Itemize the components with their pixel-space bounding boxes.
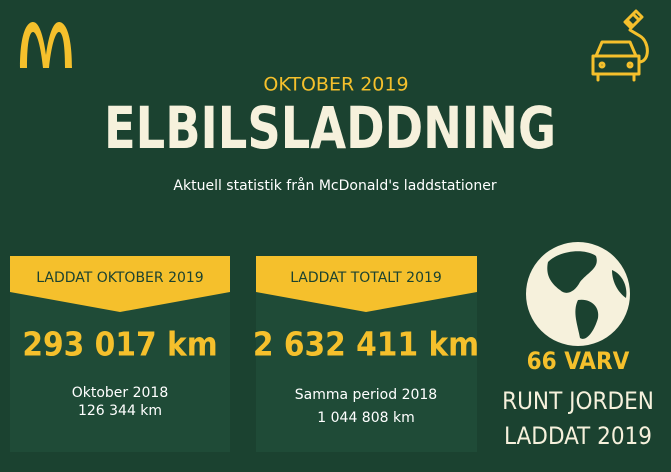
ev-icon: [591, 9, 649, 82]
globe-line: LADDAT 2019: [504, 422, 652, 450]
card-value: 293 017 km: [22, 325, 217, 364]
title: ELBILSLADDNING: [104, 94, 556, 162]
globe-highlight: 66 VARV: [527, 347, 630, 375]
compare-label: Samma period 2018: [295, 387, 437, 403]
card-value: 2 632 411 km: [253, 325, 479, 364]
card: LADDAT OKTOBER 2019 293 017 km Oktober 2…: [10, 256, 230, 452]
compare-label: Oktober 2018: [72, 385, 169, 401]
card-banner: [256, 256, 477, 312]
subtitle: Aktuell statistik från McDonald's laddst…: [173, 177, 496, 194]
globe-line: RUNT JORDEN: [502, 387, 654, 415]
compare-value: 126 344 km: [78, 403, 162, 419]
card-body: [10, 285, 230, 452]
card-label: LADDAT OKTOBER 2019: [36, 270, 203, 286]
card: LADDAT TOTALT 2019 2 632 411 km Samma pe…: [253, 256, 479, 452]
card-label: LADDAT TOTALT 2019: [290, 270, 442, 286]
globe: [526, 242, 630, 346]
kicker: OKTOBER 2019: [263, 74, 408, 96]
card-banner: [10, 256, 230, 312]
compare-value: 1 044 808 km: [317, 410, 414, 426]
card-body: [256, 285, 477, 452]
logo: [20, 22, 72, 68]
